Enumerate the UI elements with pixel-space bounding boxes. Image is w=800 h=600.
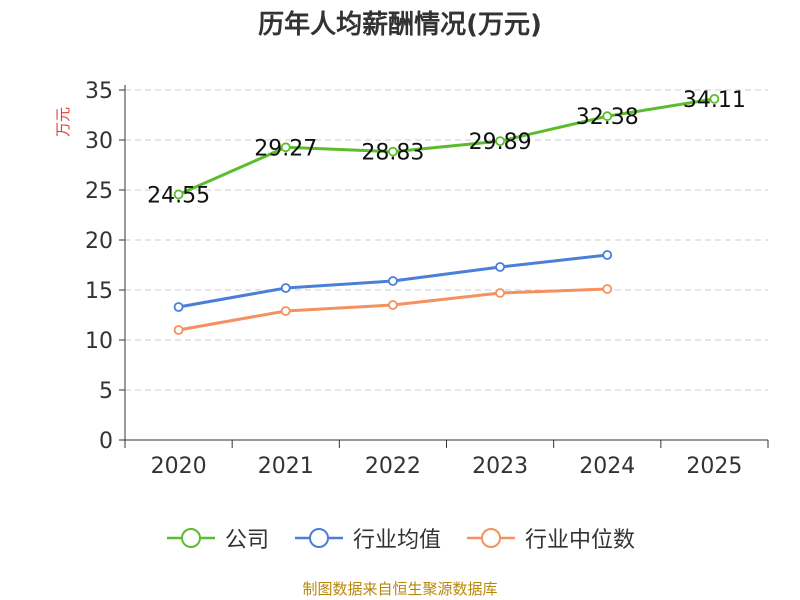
data-point <box>602 250 613 260</box>
data-point <box>280 142 291 153</box>
data-point <box>495 262 505 272</box>
data-point <box>173 189 184 200</box>
legend: 公司 行业均值 行业中位数 <box>0 520 800 556</box>
chart-title: 历年人均薪酬情况(万元) <box>258 10 542 40</box>
data-point <box>602 284 613 294</box>
data-labels: 24.55 29.27 28.83 29.89 32.38 34.11 <box>147 88 746 209</box>
x-tick-label: 2022 <box>365 454 421 479</box>
data-point <box>388 300 398 310</box>
data-point <box>495 136 505 147</box>
y-tick-label: 5 <box>99 379 113 404</box>
y-tick-label: 0 <box>99 429 113 454</box>
data-point <box>709 94 720 104</box>
legend-label: 行业均值 <box>352 528 441 553</box>
data-point <box>173 325 184 335</box>
data-point <box>388 276 398 286</box>
data-label: 29.27 <box>254 136 317 161</box>
y-tick-label: 25 <box>85 179 113 204</box>
legend-item[interactable]: 行业中位数 <box>465 522 635 554</box>
data-label: 28.83 <box>361 141 424 166</box>
x-tick-label: 2025 <box>686 454 742 479</box>
data-label: 24.55 <box>147 184 210 209</box>
y-tick-label: 10 <box>85 329 113 354</box>
y-tick-label: 30 <box>85 129 113 154</box>
grid-lines <box>125 89 768 391</box>
legend-line-marker-icon <box>467 528 515 548</box>
data-label: 32.38 <box>576 105 639 130</box>
data-point <box>173 302 184 312</box>
data-point <box>388 146 398 157</box>
x-tick-label: 2021 <box>258 454 314 479</box>
y-tick-label: 35 <box>85 79 113 104</box>
legend-label: 行业中位数 <box>525 528 636 553</box>
legend-line-marker-icon <box>294 528 343 548</box>
data-point <box>280 283 291 293</box>
legend-item[interactable]: 公司 <box>165 522 269 554</box>
x-tick-label: 2023 <box>472 454 528 479</box>
source-note: 制图数据来自恒生聚源数据库 <box>302 580 498 598</box>
y-axis-title: 万元 <box>54 107 72 137</box>
data-label: 34.11 <box>683 88 746 113</box>
x-tick-label: 2020 <box>151 454 207 479</box>
x-tick-label: 2024 <box>579 454 635 479</box>
y-tick-label: 20 <box>85 229 113 254</box>
data-label: 29.89 <box>469 130 532 155</box>
data-point <box>280 306 291 316</box>
data-point <box>495 288 505 298</box>
legend-line-marker-icon <box>166 528 215 548</box>
series-line-0 <box>177 97 715 196</box>
data-point <box>602 111 613 122</box>
legend-label: 公司 <box>224 528 269 553</box>
y-tick-label: 15 <box>85 279 113 304</box>
legend-item[interactable]: 行业均值 <box>293 522 441 554</box>
series <box>173 94 720 335</box>
